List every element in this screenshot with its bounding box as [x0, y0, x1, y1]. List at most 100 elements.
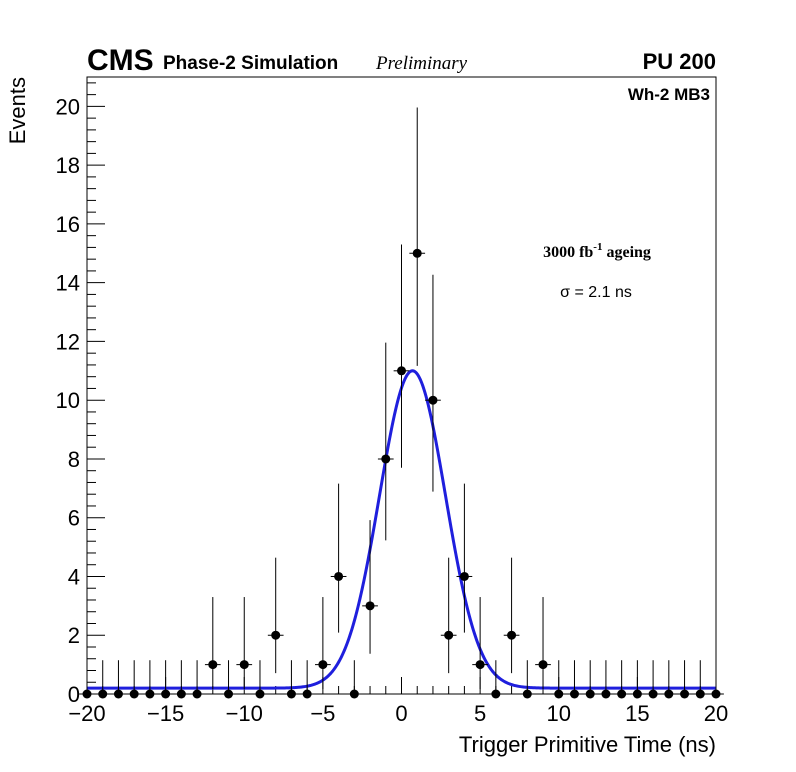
- y-tick-label: 6: [68, 506, 80, 531]
- y-tick-label: 4: [68, 564, 80, 589]
- data-point: [613, 660, 630, 699]
- x-tick-label: 15: [625, 701, 649, 726]
- data-marker: [459, 571, 469, 581]
- data-marker: [648, 689, 658, 699]
- y-tick-label: 8: [68, 447, 80, 472]
- x-axis-label: Trigger Primitive Time (ns): [459, 732, 716, 757]
- data-point: [173, 660, 190, 699]
- data-point: [220, 660, 237, 699]
- data-point: [283, 660, 300, 699]
- x-tick-label: 20: [704, 701, 728, 726]
- ageing-annotation: 3000 fb-1 ageing: [543, 241, 651, 261]
- data-marker: [695, 689, 705, 699]
- data-points: [79, 107, 724, 699]
- y-tick-label: 14: [56, 271, 80, 296]
- data-point: [189, 660, 205, 699]
- data-point: [362, 520, 378, 654]
- data-marker: [255, 689, 265, 699]
- data-point: [110, 660, 127, 699]
- data-point: [425, 274, 441, 492]
- data-marker: [381, 454, 391, 464]
- data-marker: [271, 630, 281, 640]
- data-point: [393, 244, 410, 468]
- ageing-rest: ageing: [602, 244, 650, 261]
- data-marker: [412, 248, 422, 258]
- data-marker: [569, 689, 579, 699]
- data-point: [519, 660, 536, 699]
- data-marker: [491, 689, 501, 699]
- data-marker: [302, 689, 312, 699]
- chart-title: Wh-2 MB3: [628, 85, 710, 104]
- data-marker: [475, 660, 485, 670]
- data-point: [582, 660, 599, 699]
- data-point: [472, 597, 488, 690]
- data-point: [535, 597, 551, 690]
- data-marker: [82, 689, 92, 699]
- data-point: [157, 660, 174, 699]
- data-point: [94, 660, 111, 699]
- y-axis-label: Events: [5, 77, 30, 144]
- data-marker: [522, 689, 532, 699]
- x-tick-label: 5: [474, 701, 486, 726]
- data-point: [267, 557, 284, 674]
- y-tick-label: 20: [56, 94, 80, 119]
- data-point: [346, 660, 363, 699]
- data-point: [708, 660, 724, 699]
- y-tick-label: 16: [56, 212, 80, 237]
- x-tick-label: −20: [68, 701, 105, 726]
- ageing-sup: -1: [593, 241, 602, 253]
- data-point: [645, 660, 661, 699]
- x-tick-label: −5: [310, 701, 335, 726]
- data-point: [456, 483, 473, 633]
- axes: −20 −15 −10 −5 0 5 10 15 20 0 2 4 6 8 10 12 14 16 18 20: [56, 82, 728, 726]
- data-point: [204, 597, 221, 690]
- data-marker: [711, 689, 721, 699]
- x-tick-label: −15: [147, 701, 184, 726]
- data-marker: [176, 689, 186, 699]
- data-point: [330, 483, 347, 633]
- data-point: [566, 660, 583, 699]
- y-tick-label: 2: [68, 623, 80, 648]
- data-point: [299, 660, 316, 699]
- data-marker: [664, 689, 674, 699]
- data-point: [503, 557, 520, 674]
- data-marker: [617, 689, 627, 699]
- data-marker: [129, 689, 139, 699]
- data-point: [676, 660, 693, 699]
- y-tick-label: 10: [56, 388, 80, 413]
- data-marker: [585, 689, 595, 699]
- data-point: [252, 660, 268, 699]
- data-point: [409, 107, 426, 366]
- y-tick-label: 12: [56, 329, 80, 354]
- data-point: [440, 557, 457, 674]
- data-point: [629, 660, 646, 699]
- data-marker: [192, 689, 202, 699]
- data-point: [692, 660, 709, 699]
- data-marker: [318, 660, 328, 670]
- data-marker: [428, 395, 438, 405]
- data-marker: [554, 689, 564, 699]
- data-marker: [208, 660, 218, 670]
- data-point: [660, 660, 677, 699]
- sigma-annotation: σ = 2.1 ns: [560, 284, 632, 301]
- data-marker: [113, 689, 123, 699]
- cms-label: CMS: [87, 44, 154, 77]
- data-marker: [239, 660, 249, 670]
- data-point: [487, 660, 504, 699]
- pileup-label: PU 200: [643, 49, 716, 74]
- ageing-base: 3000 fb: [543, 244, 593, 261]
- data-marker: [286, 689, 296, 699]
- data-marker: [507, 630, 517, 640]
- phase-label: Phase-2 Simulation: [163, 53, 338, 74]
- data-marker: [444, 630, 454, 640]
- data-point: [315, 597, 331, 690]
- y-tick-label: 0: [68, 682, 80, 707]
- data-marker: [224, 689, 234, 699]
- data-marker: [161, 689, 171, 699]
- data-point: [79, 660, 95, 699]
- data-point: [236, 597, 253, 690]
- data-marker: [538, 660, 548, 670]
- data-marker: [98, 689, 108, 699]
- data-marker: [397, 366, 406, 376]
